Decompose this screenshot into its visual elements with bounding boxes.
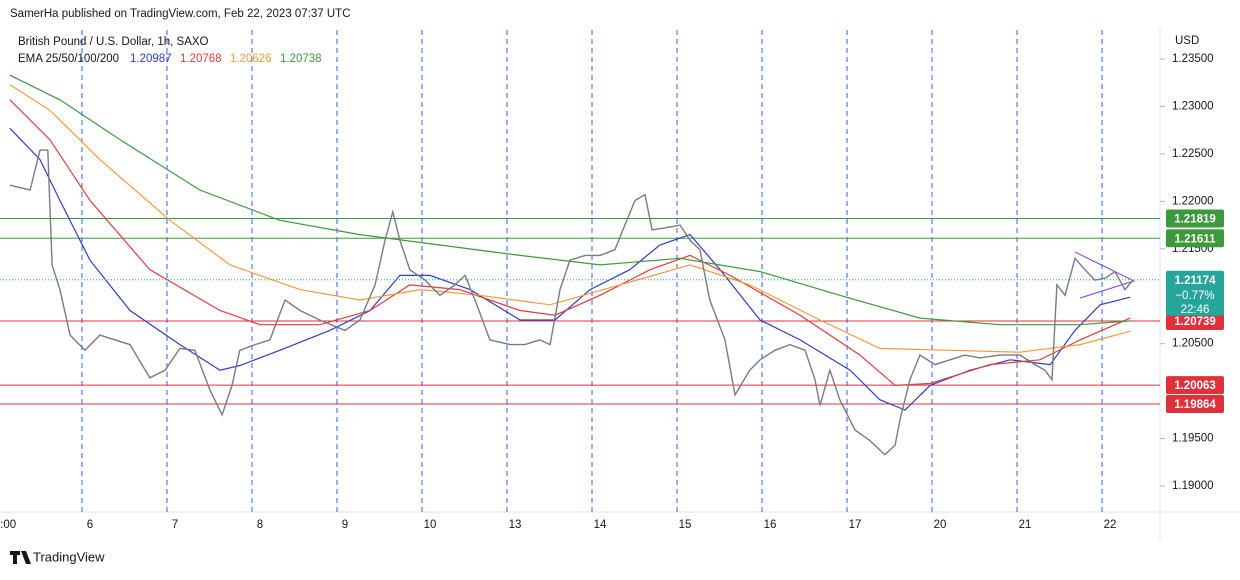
level-label: 1.19864: [1174, 399, 1216, 411]
level-label: 1.21819: [1174, 214, 1216, 226]
indicator-label: EMA 25/50/100/200: [18, 53, 119, 65]
level-label: 1.20063: [1174, 380, 1216, 392]
x-tick-label: 6: [87, 519, 93, 531]
legend-value: 1.20626: [230, 53, 272, 65]
legend-value: 1.20987: [130, 53, 172, 65]
brand: TradingView: [33, 549, 105, 564]
level-label: 1.21611: [1175, 233, 1217, 245]
currency: USD: [1175, 35, 1199, 47]
level-label-box: [1166, 312, 1224, 331]
publisher: SamerHa published on TradingView.com, Fe…: [10, 8, 351, 20]
x-tick-label: 9: [342, 519, 348, 531]
y-tick-label: 1.23000: [1172, 101, 1214, 113]
last-price-value: 1.21174: [1175, 275, 1217, 287]
x-tick-label: 8: [257, 519, 263, 531]
x-tick-label: 0:00: [0, 519, 16, 531]
level-label: 1.20739: [1174, 316, 1216, 328]
x-tick-label: 21: [1019, 519, 1032, 531]
x-tick-label: 22: [1104, 519, 1117, 531]
y-tick-label: 1.19000: [1172, 480, 1214, 492]
x-tick-label: 17: [849, 519, 862, 531]
x-tick-label: 7: [172, 519, 178, 531]
level-label-box: [1166, 209, 1224, 228]
y-tick-label: 1.22000: [1172, 195, 1214, 207]
level-label-box: [1166, 229, 1224, 248]
y-tick-label: 1.23500: [1172, 53, 1214, 65]
y-tick-label: 1.20500: [1172, 338, 1214, 350]
ema-line: [9, 74, 1131, 326]
logo: [10, 551, 31, 564]
price-line: [9, 149, 1134, 456]
x-tick-label: 16: [764, 519, 777, 531]
y-tick-label: 1.22500: [1172, 148, 1214, 160]
last-price-countdown: 22:46: [1181, 304, 1210, 316]
level-label-box: [1166, 395, 1224, 414]
level-label-box: [1166, 376, 1224, 395]
last-price-box: [1166, 270, 1224, 316]
ema-line: [9, 99, 1131, 387]
x-tick-label: 20: [934, 519, 947, 531]
x-tick-label: 15: [679, 519, 692, 531]
x-tick-label: 10: [424, 519, 437, 531]
ema-line: [9, 84, 1131, 353]
y-tick-label: 1.19500: [1172, 433, 1214, 445]
x-tick-label: 13: [509, 519, 522, 531]
x-tick-label: 14: [594, 519, 607, 531]
triangle-drawing: [1074, 251, 1136, 299]
legend-value: 1.20768: [180, 53, 222, 65]
last-price-change: −0.77%: [1175, 290, 1214, 302]
legend-value: 1.20738: [280, 53, 322, 65]
chart-title: British Pound / U.S. Dollar, 1h, SAXO: [18, 36, 209, 48]
